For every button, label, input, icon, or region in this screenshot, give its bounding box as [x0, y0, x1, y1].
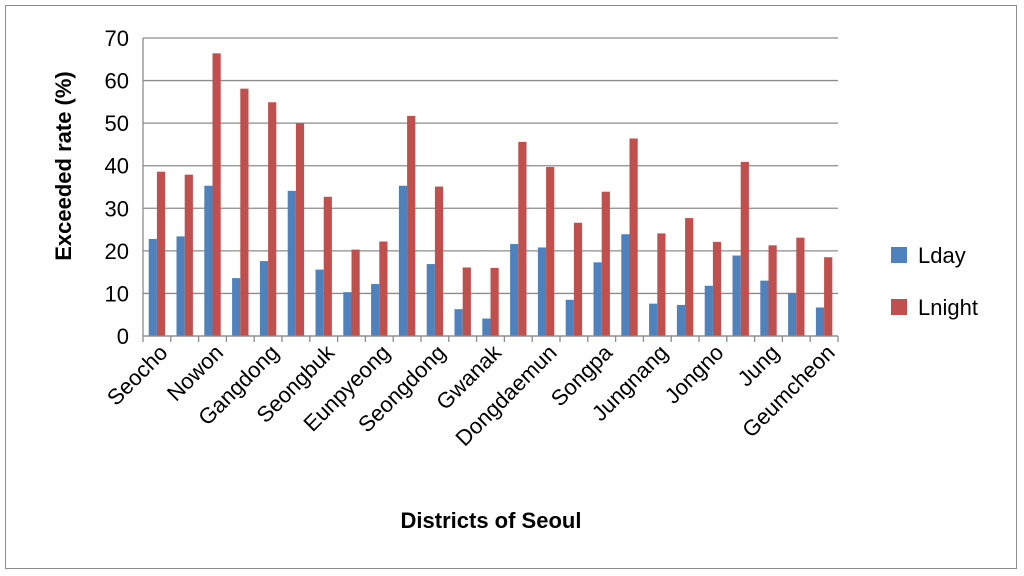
- bar-lday-15: [565, 299, 574, 336]
- bar-lday-18: [649, 303, 658, 336]
- bar-lday-14: [537, 247, 547, 336]
- bar-lnight-1: [184, 174, 193, 336]
- gridlines: [143, 37, 838, 337]
- y-axis-title: Exceeded rate (%): [51, 71, 76, 261]
- bar-lnight-5: [295, 123, 305, 337]
- bar-lday-23: [788, 293, 797, 336]
- y-tick-labels: 0 10 20 30 40 50 60 70: [105, 26, 129, 349]
- bar-lday-20: [704, 285, 713, 336]
- legend: Lday Lnight: [891, 243, 978, 320]
- bar-lday-19: [676, 304, 686, 336]
- bar-lnight-14: [546, 166, 555, 336]
- y-tick-label: 30: [105, 196, 129, 221]
- bar-lday-17: [621, 234, 630, 336]
- bar-lday-7: [343, 292, 352, 336]
- bar-lnight-10: [434, 186, 444, 336]
- y-tick-label: 20: [105, 239, 129, 264]
- bar-lday-2: [204, 185, 213, 336]
- bar-lnight-20: [712, 241, 722, 336]
- bars: [148, 53, 833, 337]
- bar-lday-8: [371, 284, 380, 336]
- y-tick-label: 70: [105, 26, 129, 51]
- bar-lnight-9: [407, 115, 416, 336]
- y-tick-label: 40: [105, 154, 129, 179]
- bar-lday-6: [315, 269, 324, 336]
- axes: [142, 38, 839, 342]
- bar-lday-4: [259, 261, 269, 336]
- legend-label-lnight: Lnight: [918, 295, 978, 320]
- legend-label-lday: Lday: [918, 243, 966, 268]
- bar-lday-22: [760, 280, 769, 336]
- bar-lnight-19: [685, 218, 694, 336]
- bar-lnight-22: [768, 245, 777, 336]
- bar-lnight-0: [156, 171, 166, 336]
- x-tick-label: Seocho: [102, 340, 172, 410]
- y-tick-label: 50: [105, 111, 129, 136]
- bar-lnight-18: [657, 233, 666, 336]
- bar-lnight-12: [490, 267, 499, 336]
- bar-lnight-7: [351, 249, 360, 336]
- y-tick-label: 10: [105, 281, 129, 306]
- bar-lday-11: [454, 309, 463, 336]
- bar-lnight-24: [824, 257, 833, 336]
- bar-lnight-23: [796, 237, 805, 336]
- bar-lday-21: [732, 255, 741, 336]
- bar-lday-24: [815, 307, 825, 336]
- bar-lday-1: [176, 236, 185, 336]
- chart-svg: 0 10 20 30 40 50 60 70 SeochoNowonGangdongSeong…: [51, 26, 978, 533]
- legend-swatch-lday: [891, 247, 907, 263]
- bar-lnight-17: [629, 138, 638, 336]
- x-tick-label: Jongno: [660, 340, 729, 409]
- y-tick-label: 0: [117, 324, 129, 349]
- x-axis-title: Districts of Seoul: [401, 508, 582, 533]
- bar-lday-16: [593, 262, 602, 336]
- x-tick-label: Jung: [733, 340, 784, 391]
- bar-lnight-6: [323, 196, 332, 336]
- bar-lnight-11: [462, 267, 471, 336]
- bar-lnight-8: [379, 241, 388, 336]
- legend-swatch-lnight: [891, 299, 907, 315]
- bar-lday-5: [287, 190, 296, 336]
- bar-lday-10: [426, 264, 435, 336]
- bar-lnight-16: [601, 191, 610, 336]
- bar-lday-0: [148, 238, 157, 336]
- chart-frame: 0 10 20 30 40 50 60 70 Seocho Nowon Gangdong Seong…: [5, 5, 1017, 569]
- bar-lnight-13: [518, 141, 527, 336]
- bar-lday-9: [398, 185, 408, 336]
- bar-lday-3: [232, 278, 241, 336]
- bar-lnight-2: [212, 53, 221, 336]
- bar-lday-13: [510, 244, 519, 336]
- bar-lnight-4: [268, 102, 277, 336]
- bar-lnight-3: [240, 88, 249, 336]
- bar-lday-12: [482, 318, 491, 336]
- bar-lnight-15: [573, 222, 583, 336]
- bar-lnight-21: [740, 161, 749, 336]
- y-tick-label: 60: [105, 69, 129, 94]
- x-tick-labels: SeochoNowonGangdongSeongbukEunpyeongSeon…: [102, 339, 840, 451]
